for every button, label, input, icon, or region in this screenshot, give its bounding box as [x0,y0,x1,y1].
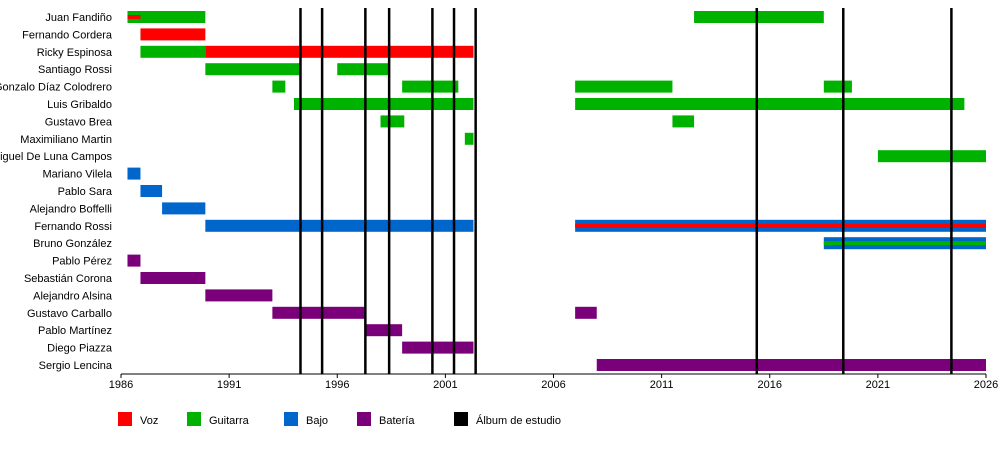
member-name-label: Mariano Vilela [42,169,112,181]
bar-guitarra [402,80,459,93]
member-name-label: Diego Piazza [47,343,113,355]
bar-guitarra [205,63,301,76]
bar-voz [127,15,141,19]
member-name-label: Fernando Rossi [34,221,112,233]
legend-label-voz: Voz [140,415,158,427]
bar-bateria [127,254,141,267]
bar-bajo [205,219,474,232]
member-name-label: Santiago Rossi [38,64,112,76]
x-tick-label: 2026 [974,379,998,391]
x-tick-label: 2011 [650,379,674,391]
member-name-label: Ricky Espinosa [37,47,113,59]
bar-bateria [402,341,474,354]
bar-guitarra [464,132,474,145]
bar-bateria [575,306,597,319]
bar-voz [205,45,474,58]
x-tick-label: 1991 [217,379,241,391]
bar-guitarra [294,98,474,110]
bar-bateria [596,359,986,371]
bar-bajo [140,185,163,197]
legend-label-bajo: Bajo [306,415,328,427]
legend-label-guitarra: Guitarra [209,415,250,427]
member-name-label: Pablo Pérez [52,256,112,268]
x-tick-label: 1986 [109,379,133,391]
member-name-label: Pablo Sara [58,186,113,198]
bar-guitarra [140,45,206,58]
x-tick-label: 2021 [866,379,890,391]
member-name-label: Miguel De Luna Campos [0,151,112,163]
member-name-label: Gustavo Brea [45,116,113,128]
member-name-label: Alejandro Alsina [33,290,113,302]
bar-bateria [272,306,366,319]
bar-guitarra [575,80,673,93]
x-tick-label: 1996 [325,379,349,391]
x-tick-label: 2006 [541,379,565,391]
bar-bateria [140,272,206,284]
bar-guitarra [672,115,695,128]
legend-swatch-bajo [284,412,298,426]
bar-bateria [365,324,403,337]
bar-guitarra [877,150,986,163]
member-name-label: Fernando Cordera [22,29,113,41]
bar-guitarra [337,63,390,76]
legend-swatch-bateria [357,412,371,426]
member-name-label: Gonzalo Díaz Colodrero [0,82,112,94]
member-name-label: Sebastián Corona [24,273,113,285]
bar-guitarra [127,11,206,23]
bar-bajo [162,202,206,215]
bar-voz [140,28,206,41]
member-name-label: Sergio Lencina [39,360,113,372]
member-name-label: Bruno González [33,238,112,250]
member-name-label: Pablo Martínez [38,325,112,337]
x-tick-label: 2016 [758,379,782,391]
bar-guitarra [575,98,965,110]
x-tick-label: 2001 [433,379,457,391]
bar-guitarra [380,115,405,128]
bar-bajo [127,167,141,180]
legend-swatch-album [454,412,468,426]
member-name-label: Alejandro Boffelli [30,203,112,215]
member-name-label: Maximiliano Martin [20,134,112,146]
legend-label-album: Álbum de estudio [476,414,561,427]
member-name-label: Gustavo Carballo [27,308,112,320]
bar-guitarra [823,241,986,246]
member-name-label: Juan Fandiño [45,12,112,24]
bar-guitarra [823,80,852,93]
bar-guitarra [694,11,824,23]
bar-bateria [205,289,273,302]
legend-swatch-guitarra [187,412,201,426]
legend-label-bateria: Batería [379,415,415,427]
bar-voz [575,223,986,228]
member-name-label: Luis Gribaldo [47,99,112,111]
bar-guitarra [272,80,286,93]
legend-swatch-voz [118,412,132,426]
